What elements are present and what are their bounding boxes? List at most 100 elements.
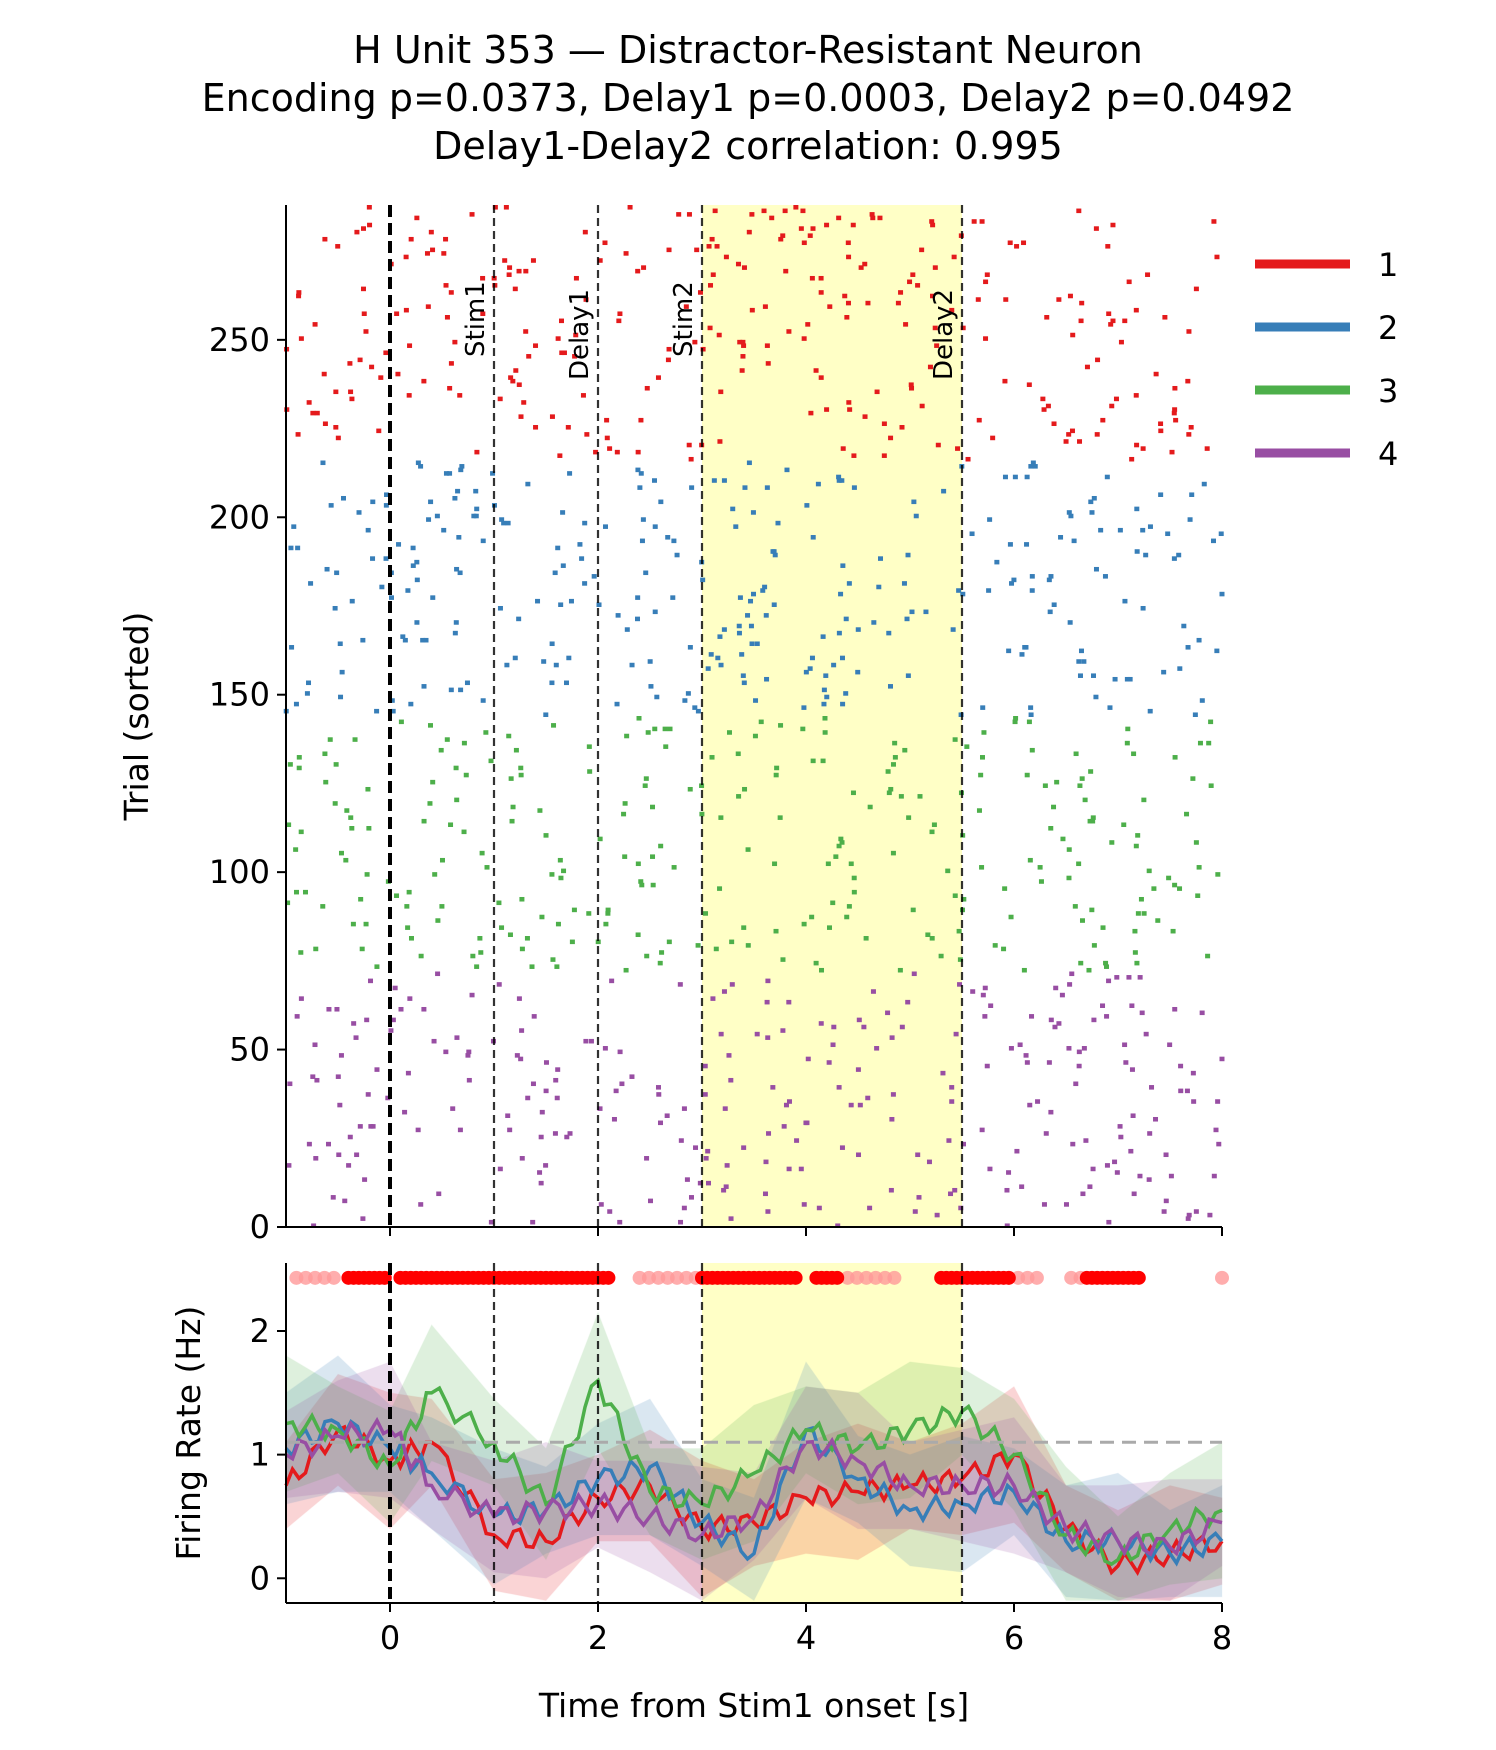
- raster-spike: [1196, 865, 1202, 870]
- raster-spike: [885, 769, 891, 774]
- raster-spike: [705, 1180, 711, 1186]
- raster-spike: [722, 1106, 728, 1111]
- raster-spike: [1143, 1031, 1149, 1037]
- raster-spike: [1104, 964, 1110, 969]
- raster-spike: [956, 588, 962, 593]
- raster-spike: [293, 701, 299, 707]
- raster-spike: [463, 772, 469, 778]
- raster-spike: [1088, 769, 1094, 774]
- raster-spike: [533, 425, 539, 430]
- raster-spike: [623, 251, 629, 256]
- raster-spike: [374, 708, 380, 714]
- raster-spike: [905, 673, 911, 678]
- raster-spike: [541, 659, 547, 664]
- raster-spike: [1133, 307, 1139, 313]
- raster-spike: [783, 268, 789, 274]
- raster-spike: [749, 641, 755, 647]
- raster-spike: [519, 896, 525, 902]
- raster-spike: [552, 570, 558, 576]
- raster-spike: [414, 577, 420, 583]
- raster-spike: [961, 1141, 967, 1147]
- raster-spike: [340, 495, 346, 501]
- raster-spike: [418, 464, 424, 469]
- raster-spike: [338, 850, 344, 856]
- raster-spike: [537, 808, 543, 813]
- raster-spike: [459, 464, 465, 469]
- raster-spike: [507, 265, 513, 270]
- raster-spike: [648, 684, 654, 689]
- raster-spike: [344, 808, 350, 813]
- raster-spike: [714, 244, 720, 249]
- raster-spike: [291, 524, 297, 529]
- raster-spike: [652, 524, 658, 529]
- raster-spike: [484, 865, 490, 870]
- psth-line-4: [285, 1416, 1223, 1557]
- sig-marker-weak: [1029, 1270, 1044, 1285]
- raster-spike: [688, 456, 694, 462]
- raster-spike: [749, 307, 755, 313]
- raster-spike: [338, 1053, 344, 1058]
- raster-spike: [836, 1085, 842, 1090]
- raster-spike: [907, 279, 913, 285]
- raster-spike: [818, 275, 824, 281]
- raster-spike: [713, 946, 719, 952]
- raster-spike: [1184, 1088, 1190, 1094]
- raster-spike: [503, 205, 509, 210]
- raster-spike: [1048, 826, 1054, 831]
- raster-spike: [497, 396, 503, 402]
- raster-spike: [535, 598, 541, 604]
- raster-spike: [597, 258, 603, 263]
- raster-spike: [1090, 818, 1096, 824]
- raster-spike: [567, 471, 573, 476]
- raster-spike: [501, 520, 507, 526]
- raster-spike: [844, 914, 850, 920]
- raster-spike: [1048, 1109, 1054, 1115]
- raster-spike: [863, 936, 869, 941]
- raster-spike: [504, 662, 510, 668]
- raster-spike: [390, 1017, 396, 1023]
- raster-spike: [741, 343, 747, 348]
- raster-spike: [964, 744, 970, 749]
- raster-spike: [746, 460, 752, 466]
- raster-spike: [721, 1187, 727, 1193]
- raster-spike: [638, 471, 644, 476]
- raster-spike: [348, 389, 354, 395]
- raster-spike: [640, 517, 646, 522]
- raster-spike: [666, 939, 672, 945]
- raster-spike: [390, 708, 396, 714]
- raster-spike: [909, 385, 915, 391]
- raster-spike: [836, 630, 842, 636]
- raster-spike: [754, 1031, 760, 1037]
- raster-spike: [862, 261, 868, 267]
- raster-spike: [674, 552, 680, 558]
- raster-spike: [1104, 1163, 1110, 1168]
- raster-spike: [635, 932, 641, 938]
- raster-spike: [1027, 1102, 1033, 1108]
- raster-spike: [637, 485, 643, 490]
- raster-spike: [306, 400, 312, 405]
- raster-spike: [723, 254, 729, 260]
- raster-spike: [636, 716, 642, 721]
- raster-spike: [836, 478, 842, 483]
- raster-spike: [1195, 893, 1201, 898]
- raster-spike: [496, 900, 502, 906]
- raster-spike: [568, 598, 574, 604]
- raster-spike: [555, 1067, 561, 1072]
- raster-spike: [888, 1187, 894, 1193]
- raster-spike: [657, 960, 663, 966]
- raster-spike: [874, 389, 880, 395]
- raster-spike: [748, 623, 754, 629]
- raster-spike: [1190, 776, 1196, 781]
- raster-spike: [1045, 403, 1051, 409]
- raster-spike: [1177, 666, 1183, 671]
- raster-spike: [473, 513, 479, 519]
- raster-spike: [823, 673, 829, 678]
- raster-spike: [655, 1085, 661, 1090]
- raster-spike: [1004, 1223, 1010, 1228]
- raster-spike: [360, 637, 366, 643]
- raster-spike: [448, 361, 454, 366]
- raster-spike: [366, 826, 372, 831]
- raster-spike: [739, 368, 745, 373]
- raster-spike: [689, 485, 695, 490]
- raster-spike: [961, 896, 967, 902]
